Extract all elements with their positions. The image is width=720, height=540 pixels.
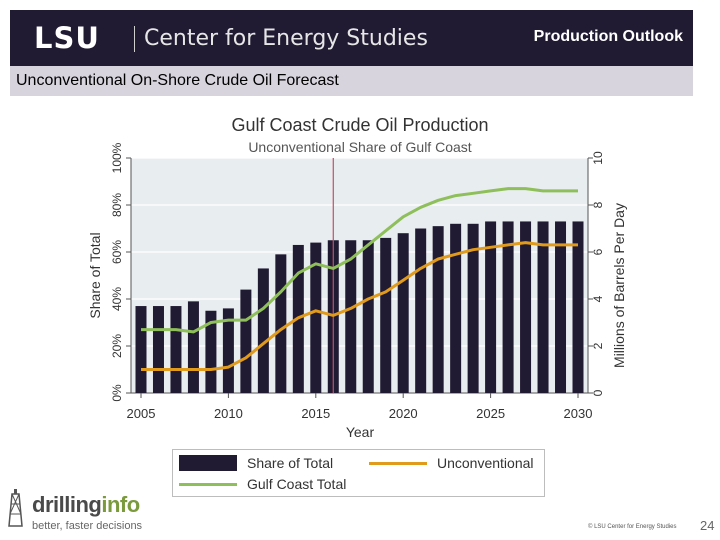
bar bbox=[345, 240, 357, 393]
y-left-tick-label: 100% bbox=[110, 142, 124, 173]
section-title: Production Outlook bbox=[533, 28, 683, 45]
header-bar: LSU Center for Energy Studies Production… bbox=[10, 10, 693, 66]
bar bbox=[467, 223, 479, 393]
bar bbox=[135, 306, 147, 393]
bar bbox=[502, 221, 514, 393]
legend-item-share: Share of Total bbox=[179, 455, 333, 471]
legend-swatch-total bbox=[179, 482, 237, 486]
y-left-axis-label: Share of Total bbox=[87, 232, 103, 318]
bar bbox=[240, 289, 252, 393]
drillinginfo-tagline: better, faster decisions bbox=[32, 520, 143, 532]
plot-area bbox=[131, 158, 588, 393]
bar bbox=[432, 226, 444, 393]
bar bbox=[450, 223, 462, 393]
y-right-axis-label: Millions of Barrels Per Day bbox=[611, 203, 627, 368]
copyright-text: © LSU Center for Energy Studies bbox=[588, 524, 677, 530]
bar bbox=[362, 240, 374, 393]
x-tick-label: 2005 bbox=[127, 406, 156, 421]
gulf-coast-total-line bbox=[141, 187, 578, 334]
chart-title: Gulf Coast Crude Oil Production bbox=[231, 115, 488, 135]
bar bbox=[380, 237, 392, 393]
y-left-tick-label: 80% bbox=[110, 193, 124, 217]
y-right-tick-label: 2 bbox=[591, 342, 605, 349]
derrick-icon bbox=[8, 489, 23, 527]
y-right-tick-label: 6 bbox=[591, 248, 605, 255]
legend-item-unconventional: Unconventional bbox=[369, 455, 534, 471]
bar bbox=[397, 233, 409, 393]
legend-label-unconventional: Unconventional bbox=[437, 455, 534, 471]
bar bbox=[520, 221, 532, 393]
bar bbox=[187, 301, 199, 393]
slide-subtitle: Unconventional On-Shore Crude Oil Foreca… bbox=[16, 72, 339, 89]
y-left-tick-label: 0% bbox=[110, 384, 124, 402]
bar bbox=[485, 221, 497, 393]
y-left-tick-label: 60% bbox=[110, 240, 124, 264]
header-separator bbox=[134, 26, 135, 52]
chart-subtitle: Unconventional Share of Gulf Coast bbox=[248, 139, 471, 155]
x-tick-label: 2010 bbox=[214, 406, 243, 421]
bar bbox=[555, 221, 567, 393]
bar bbox=[152, 306, 164, 393]
bar bbox=[275, 254, 287, 393]
subtitle-bar: Unconventional On-Shore Crude Oil Foreca… bbox=[10, 66, 693, 96]
bar bbox=[537, 221, 549, 393]
page-number: 24 bbox=[700, 518, 715, 533]
bar bbox=[415, 228, 427, 393]
bar bbox=[257, 268, 269, 393]
legend-label-total: Gulf Coast Total bbox=[247, 476, 347, 492]
y-left-tick-label: 20% bbox=[110, 334, 124, 358]
bar bbox=[222, 308, 234, 393]
x-tick-label: 2015 bbox=[301, 406, 330, 421]
legend-swatch-share bbox=[179, 455, 237, 471]
bar bbox=[310, 242, 322, 393]
center-name: Center for Energy Studies bbox=[144, 26, 428, 51]
bar bbox=[205, 310, 217, 393]
unconventional-line bbox=[141, 241, 578, 371]
legend-label-share: Share of Total bbox=[247, 455, 334, 471]
x-tick-label: 2030 bbox=[564, 406, 593, 421]
bar bbox=[170, 306, 182, 393]
y-right-tick-label: 8 bbox=[591, 201, 605, 208]
y-right-tick-label: 0 bbox=[591, 389, 605, 396]
legend-item-total: Gulf Coast Total bbox=[179, 476, 346, 492]
y-right-tick-label: 10 bbox=[591, 151, 605, 165]
bar bbox=[572, 221, 584, 393]
y-left-tick-label: 40% bbox=[110, 287, 124, 311]
x-axis-label: Year bbox=[346, 424, 375, 440]
y-right-tick-label: 4 bbox=[591, 295, 605, 302]
x-tick-label: 2020 bbox=[389, 406, 418, 421]
lsu-logo: LSU bbox=[34, 21, 100, 55]
legend-swatch-unconventional bbox=[369, 461, 427, 465]
drillinginfo-logo: drillinginfo bbox=[32, 492, 140, 517]
chart-legend: Share of Total Unconventional Gulf Coast… bbox=[172, 449, 545, 497]
x-tick-label: 2025 bbox=[476, 406, 505, 421]
